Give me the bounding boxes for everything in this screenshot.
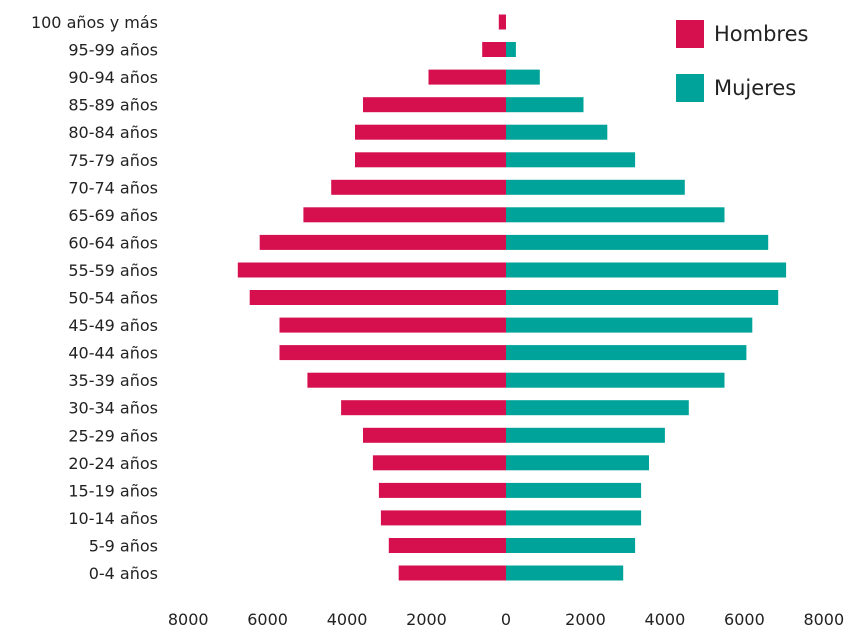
bar-hombres-5 xyxy=(355,152,506,168)
category-label: 40-44 años xyxy=(68,344,158,363)
x-axis-ticks: 8000 6000 4000 2000 0 2000 4000 6000 8000 xyxy=(168,610,844,628)
category-label: 60-64 años xyxy=(68,233,158,252)
legend-label: Mujeres xyxy=(714,76,796,100)
bar-hombres-16 xyxy=(372,455,506,471)
bar-hombres-8 xyxy=(259,234,506,250)
category-label: 65-69 años xyxy=(68,206,158,225)
bar-hombres-13 xyxy=(307,372,507,388)
category-label: 25-29 años xyxy=(68,426,158,445)
category-label: 100 años y más xyxy=(31,13,158,32)
bar-hombres-9 xyxy=(237,262,507,278)
bar-mujeres-11 xyxy=(506,317,753,333)
bar-hombres-18 xyxy=(380,510,506,526)
category-label: 55-59 años xyxy=(68,261,158,280)
category-label: 95-99 años xyxy=(68,41,158,60)
bar-hombres-4 xyxy=(355,124,506,140)
bar-mujeres-18 xyxy=(506,510,642,526)
category-label: 80-84 años xyxy=(68,123,158,142)
bar-mujeres-5 xyxy=(506,152,636,168)
legend-swatch xyxy=(676,20,704,48)
category-label: 70-74 años xyxy=(68,178,158,197)
x-tick-label: 2000 xyxy=(406,610,447,628)
bar-mujeres-6 xyxy=(506,179,685,195)
bars-group xyxy=(237,14,787,581)
legend[interactable]: Hombres Mujeres xyxy=(676,20,808,102)
bar-mujeres-2 xyxy=(506,69,540,85)
bar-hombres-1 xyxy=(482,42,506,57)
bar-mujeres-19 xyxy=(506,538,636,553)
category-label: 90-94 años xyxy=(68,68,158,87)
bar-hombres-12 xyxy=(279,345,506,361)
bar-hombres-0 xyxy=(498,14,506,30)
bar-mujeres-16 xyxy=(506,455,649,471)
bar-mujeres-17 xyxy=(506,482,642,498)
x-tick-label: 4000 xyxy=(327,610,368,628)
category-label: 30-34 años xyxy=(68,399,158,418)
category-label: 5-9 años xyxy=(89,537,158,556)
category-label: 15-19 años xyxy=(68,481,158,500)
category-label: 35-39 años xyxy=(68,371,158,390)
bar-hombres-10 xyxy=(249,290,506,305)
bar-hombres-19 xyxy=(388,538,506,553)
category-label: 10-14 años xyxy=(68,509,158,528)
bar-hombres-7 xyxy=(303,207,506,223)
bar-hombres-11 xyxy=(279,317,506,333)
bar-mujeres-8 xyxy=(506,234,769,250)
category-labels: 100 años y más 95-99 años 90-94 años 85-89 … xyxy=(31,13,158,583)
bar-hombres-3 xyxy=(363,97,506,113)
x-tick-label: 8000 xyxy=(803,610,844,628)
bar-mujeres-15 xyxy=(506,427,665,443)
bar-hombres-6 xyxy=(331,179,506,195)
bar-hombres-14 xyxy=(341,400,506,416)
legend-item-hombres[interactable]: Hombres xyxy=(676,20,808,48)
bar-hombres-2 xyxy=(428,69,506,85)
category-label: 45-49 años xyxy=(68,316,158,335)
bar-hombres-15 xyxy=(363,427,506,443)
category-label: 75-79 años xyxy=(68,151,158,170)
bar-mujeres-20 xyxy=(506,565,624,581)
bar-mujeres-4 xyxy=(506,124,608,140)
bar-mujeres-12 xyxy=(506,345,747,361)
category-label: 85-89 años xyxy=(68,96,158,115)
bar-mujeres-10 xyxy=(506,290,779,305)
category-label: 50-54 años xyxy=(68,289,158,308)
bar-mujeres-9 xyxy=(506,262,787,278)
bar-mujeres-14 xyxy=(506,400,689,416)
bar-mujeres-13 xyxy=(506,372,725,388)
bar-mujeres-3 xyxy=(506,97,584,113)
legend-swatch xyxy=(676,74,704,102)
bar-mujeres-1 xyxy=(506,42,516,57)
category-label: 20-24 años xyxy=(68,454,158,473)
x-tick-label: 0 xyxy=(501,610,511,628)
bar-hombres-20 xyxy=(398,565,506,581)
category-label: 0-4 años xyxy=(89,564,158,583)
x-tick-label: 6000 xyxy=(724,610,765,628)
x-tick-label: 6000 xyxy=(247,610,288,628)
x-tick-label: 4000 xyxy=(645,610,686,628)
bar-mujeres-7 xyxy=(506,207,725,223)
legend-item-mujeres[interactable]: Mujeres xyxy=(676,74,796,102)
x-tick-label: 2000 xyxy=(565,610,606,628)
x-tick-label: 8000 xyxy=(168,610,209,628)
legend-label: Hombres xyxy=(714,22,808,46)
bar-hombres-17 xyxy=(378,482,506,498)
